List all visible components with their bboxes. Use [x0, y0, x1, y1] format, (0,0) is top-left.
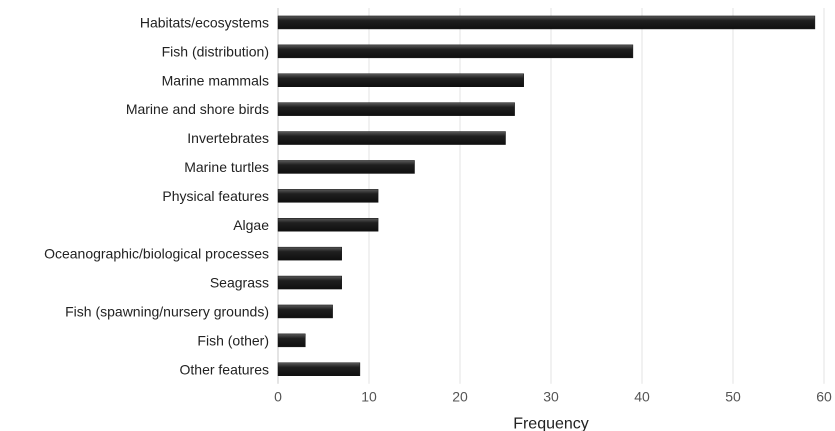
category-label: Algae — [233, 217, 269, 233]
category-label: Fish (other) — [197, 332, 269, 348]
category-label: Marine mammals — [162, 72, 269, 88]
x-tick-label: 30 — [543, 389, 559, 405]
bar — [277, 160, 415, 174]
category-label: Habitats/ecosystems — [140, 14, 269, 30]
bars — [277, 15, 816, 376]
bar — [277, 246, 342, 261]
x-axis-title: Frequency — [513, 416, 589, 431]
bar — [277, 44, 634, 59]
x-tick-label: 10 — [361, 389, 377, 405]
category-label: Seagrass — [210, 275, 269, 291]
category-label: Fish (distribution) — [162, 43, 269, 59]
x-tick-label: 40 — [634, 389, 650, 405]
category-label: Physical features — [162, 188, 269, 204]
category-labels: Habitats/ecosystems Fish (distribution) Ma… — [44, 14, 269, 377]
bar — [277, 275, 342, 290]
x-tick-labels: 0 10 20 30 40 50 60 — [274, 389, 832, 405]
gridlines — [277, 8, 825, 384]
bar — [277, 131, 506, 145]
category-label: Marine turtles — [184, 159, 269, 175]
x-tick-label: 0 — [274, 389, 282, 405]
category-label: Invertebrates — [187, 130, 269, 146]
bar — [277, 362, 361, 376]
bar — [277, 304, 333, 319]
bar — [277, 15, 816, 30]
bar — [277, 218, 379, 232]
bar — [277, 102, 515, 116]
x-tick-label: 50 — [725, 389, 741, 405]
category-label: Fish (spawning/nursery grounds) — [65, 303, 269, 319]
x-tick-label: 60 — [816, 389, 832, 405]
bar — [277, 73, 524, 87]
category-label: Oceanographic/biological processes — [44, 246, 269, 262]
x-tick-label: 20 — [452, 389, 468, 405]
bar — [277, 333, 306, 348]
category-label: Other features — [180, 361, 270, 377]
bar — [277, 189, 379, 203]
category-label: Marine and shore birds — [126, 101, 269, 117]
